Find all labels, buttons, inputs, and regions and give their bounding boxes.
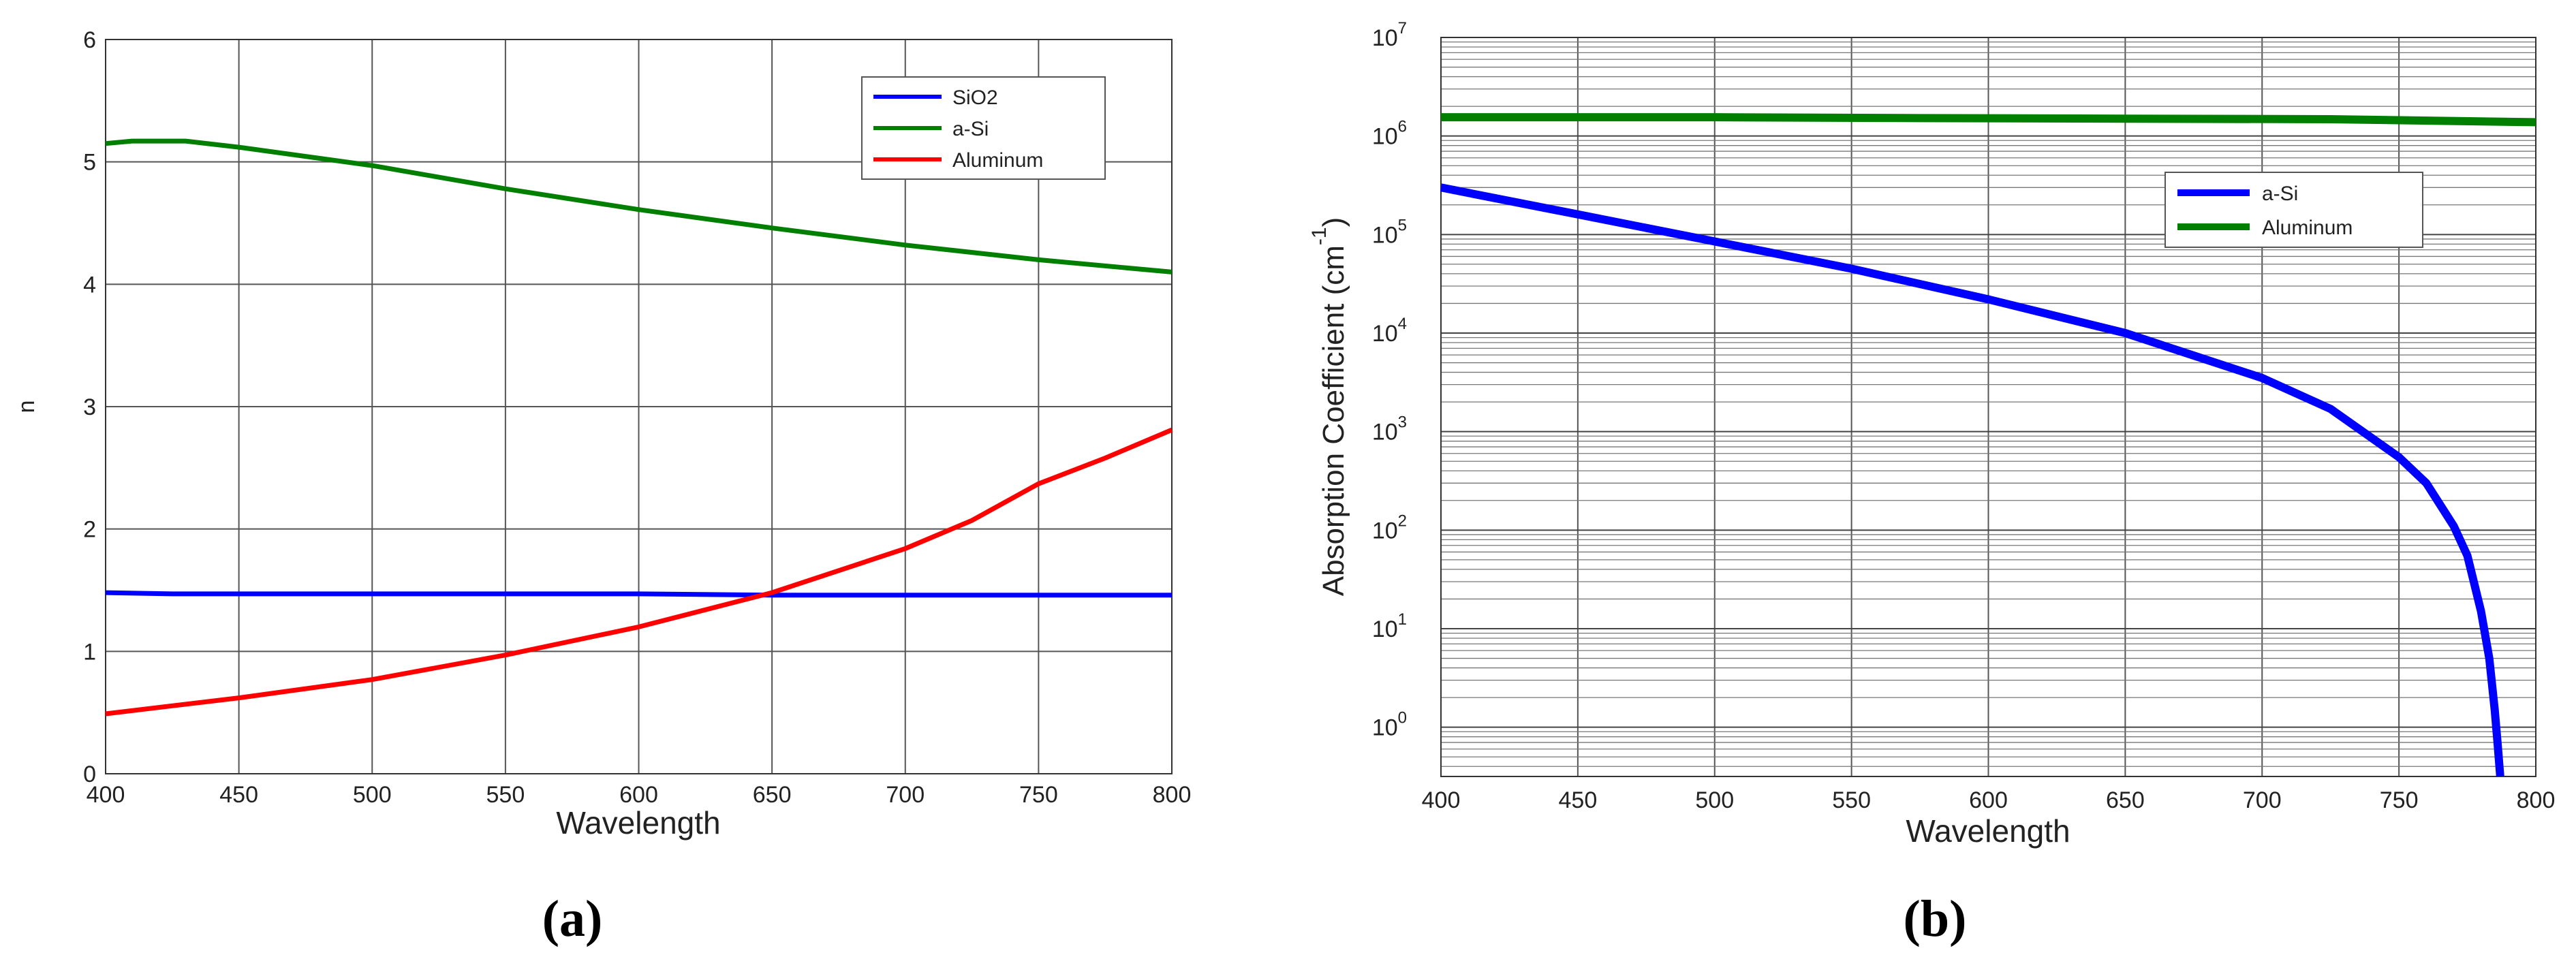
series-layer-a xyxy=(105,138,1173,717)
grid-a xyxy=(105,39,1173,774)
x-tick-label: 600 xyxy=(619,782,658,808)
x-axis-label-a: Wavelength xyxy=(556,805,720,841)
x-tick-label: 800 xyxy=(2517,787,2556,813)
y-tick-label: 101 xyxy=(1372,610,1407,642)
y-axis-label-b-superscript: -1 xyxy=(1308,227,1331,245)
legend-label-aluminum: Aluminum xyxy=(952,149,1043,172)
legend-label-aluminum-b: Aluminum xyxy=(2262,217,2353,239)
legend-box-b xyxy=(2164,172,2423,248)
x-tick-label: 800 xyxy=(1153,782,1192,808)
plot-frame-a xyxy=(105,39,1173,774)
x-tick-label: 400 xyxy=(87,782,125,808)
y-tick-label: 3 xyxy=(83,394,96,420)
y-tick-exponent: 7 xyxy=(1398,19,1407,37)
y-axis-label-a: n xyxy=(14,400,40,413)
y-tick-base: 10 xyxy=(1372,222,1398,248)
y-tick-base: 10 xyxy=(1372,420,1398,445)
y-axis-label-b: Absorption Coefficient (cm-1) xyxy=(1308,217,1350,597)
x-tick-label: 600 xyxy=(1969,787,2008,813)
legend-a: SiO2 a-Si Aluminum xyxy=(861,76,1106,180)
y-tick-labels-a: 0 1 2 3 4 5 6 xyxy=(83,27,96,787)
chart-panel-b: 400 450 500 550 600 650 700 750 800 100101102103… xyxy=(1308,19,2555,947)
y-tick-base: 10 xyxy=(1372,25,1398,51)
y-tick-base: 10 xyxy=(1372,321,1398,347)
series-line-a-si xyxy=(105,138,1173,274)
y-tick-exponent: 6 xyxy=(1398,118,1407,136)
y-tick-label: 0 xyxy=(83,761,96,787)
legend-label-a-si-b: a-Si xyxy=(2262,183,2298,205)
y-tick-exponent: 3 xyxy=(1398,413,1407,432)
legend-label-sio2: SiO2 xyxy=(952,87,998,109)
y-tick-label: 2 xyxy=(83,517,96,543)
plot-frame-b xyxy=(1440,37,2536,777)
series-line-aluminum xyxy=(105,427,1173,717)
x-tick-label: 450 xyxy=(1559,787,1598,813)
legend-b: a-Si Aluminum xyxy=(2164,172,2423,248)
series-line-sio2 xyxy=(105,590,1172,598)
x-tick-label: 750 xyxy=(1019,782,1058,808)
x-tick-label: 700 xyxy=(2243,787,2282,813)
y-tick-base: 10 xyxy=(1372,124,1398,150)
y-tick-label: 1 xyxy=(83,639,96,665)
y-tick-base: 10 xyxy=(1372,616,1398,642)
series-line-aluminum xyxy=(1441,113,2536,127)
y-tick-label: 6 xyxy=(83,27,96,53)
y-tick-exponent: 5 xyxy=(1398,216,1407,234)
panel-caption-b: (b) xyxy=(1904,890,1967,947)
y-tick-exponent: 4 xyxy=(1398,315,1407,333)
x-tick-label: 650 xyxy=(2106,787,2145,813)
y-tick-label: 5 xyxy=(83,150,96,176)
x-axis-label-b: Wavelength xyxy=(1906,813,2070,849)
y-tick-label: 100 xyxy=(1372,709,1407,741)
series-layer-b xyxy=(1440,113,2536,777)
y-tick-label: 105 xyxy=(1372,216,1407,248)
x-tick-label: 550 xyxy=(1832,787,1871,813)
y-tick-exponent: 2 xyxy=(1398,512,1407,530)
y-axis-label-b-close: ) xyxy=(1317,217,1350,227)
x-tick-labels-b: 400 450 500 550 600 650 700 750 800 xyxy=(1422,787,2556,813)
grid-b xyxy=(1440,37,2536,776)
y-tick-base: 10 xyxy=(1372,715,1398,741)
panel-caption-a: (a) xyxy=(542,890,603,947)
series-line-a-si xyxy=(1440,183,2504,777)
y-tick-label: 103 xyxy=(1372,413,1407,445)
x-tick-label: 450 xyxy=(219,782,258,808)
y-tick-label: 102 xyxy=(1372,512,1407,544)
y-tick-base: 10 xyxy=(1372,518,1398,544)
y-tick-exponent: 0 xyxy=(1398,709,1407,727)
y-tick-exponent: 1 xyxy=(1398,610,1407,629)
x-tick-label: 500 xyxy=(353,782,392,808)
x-tick-label: 700 xyxy=(886,782,925,808)
x-tick-labels-a: 400 450 500 550 600 650 700 750 800 xyxy=(87,782,1192,808)
x-tick-label: 400 xyxy=(1422,787,1461,813)
y-tick-label: 106 xyxy=(1372,118,1407,150)
svg-text:Absorption Coefficient (cm-1): Absorption Coefficient (cm-1) xyxy=(1308,217,1350,597)
x-tick-label: 650 xyxy=(753,782,792,808)
legend-label-a-si: a-Si xyxy=(952,118,989,140)
y-tick-label: 4 xyxy=(83,272,96,298)
x-tick-label: 550 xyxy=(486,782,525,808)
y-tick-label: 104 xyxy=(1372,315,1407,347)
x-tick-label: 750 xyxy=(2380,787,2419,813)
x-tick-label: 500 xyxy=(1695,787,1734,813)
chart-panel-a: 400 450 500 550 600 650 700 750 800 0 1 2 3 4 5 6 Wave… xyxy=(14,27,1191,947)
y-axis-label-b-text: Absorption Coefficient (cm xyxy=(1317,245,1350,596)
y-tick-label: 107 xyxy=(1372,19,1407,51)
